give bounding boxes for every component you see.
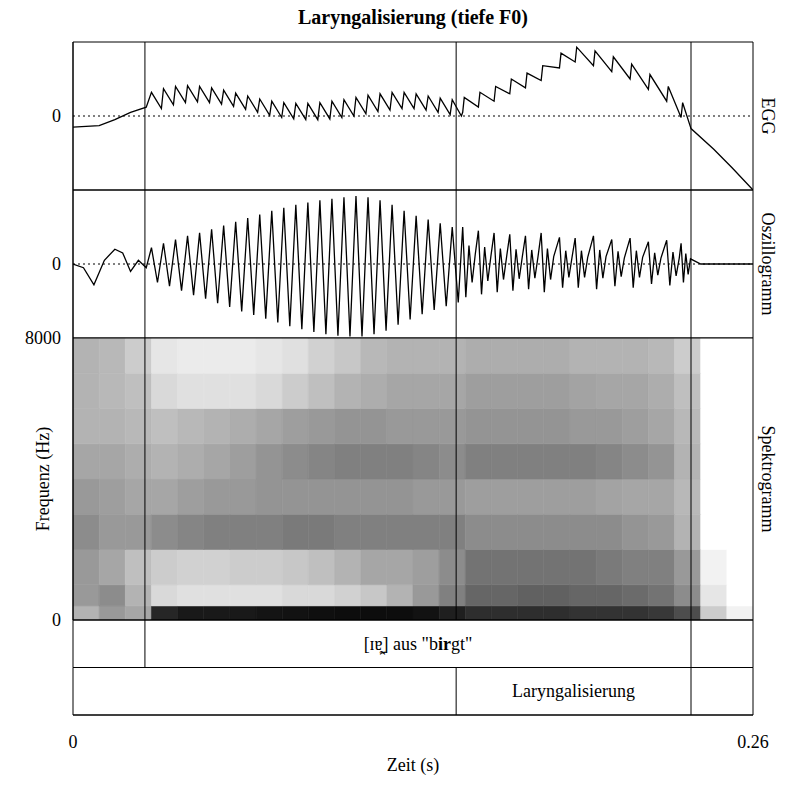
svg-text:Zeit (s): Zeit (s) xyxy=(387,755,439,775)
svg-text:[ɪɐ̰̯] aus "birgt": [ɪɐ̰̯] aus "birgt" xyxy=(364,634,473,655)
svg-text:0: 0 xyxy=(52,254,61,274)
svg-text:0: 0 xyxy=(52,610,61,630)
html-text:Spektrogramm: Spektrogramm xyxy=(758,425,778,533)
html-text:Laryngalisierung (tiefe F0): Laryngalisierung (tiefe F0) xyxy=(298,6,528,28)
svg-text:Laryngalisierung: Laryngalisierung xyxy=(512,681,635,701)
html-text:EGG: EGG xyxy=(758,97,778,135)
svg-text:0: 0 xyxy=(52,106,61,126)
svg-text:0: 0 xyxy=(69,732,78,752)
svg-text:Frequenz (Hz): Frequenz (Hz) xyxy=(33,427,54,531)
svg-text:0.26: 0.26 xyxy=(737,732,769,752)
html-text:Oszillogramm: Oszillogramm xyxy=(758,212,778,316)
svg-text:8000: 8000 xyxy=(25,328,61,348)
